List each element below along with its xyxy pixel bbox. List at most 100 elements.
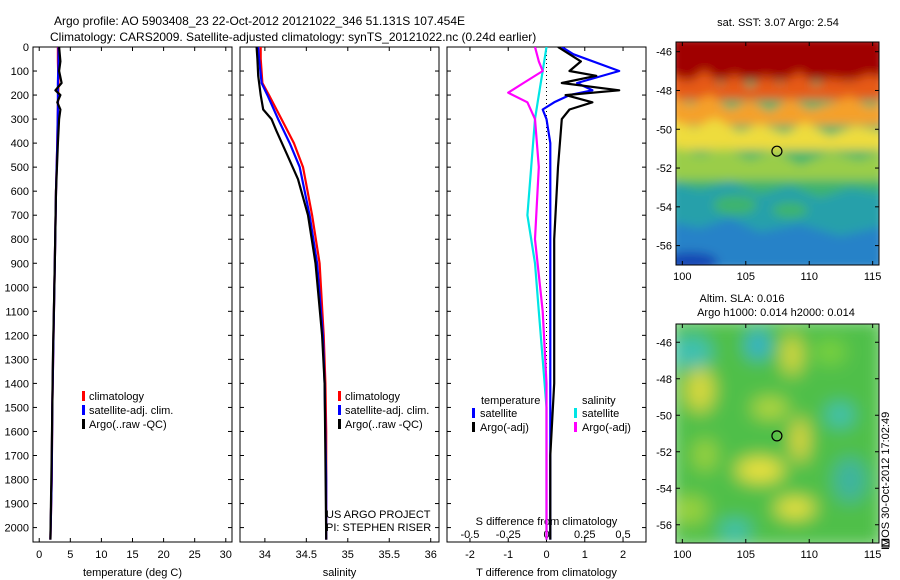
legend-swatch xyxy=(472,422,475,432)
legend-entry: Argo(..raw -QC) xyxy=(345,419,423,431)
series-line-climatology xyxy=(259,47,328,540)
depth-tick-label: 1500 xyxy=(5,402,29,414)
x-tick-label: 1 xyxy=(582,549,588,561)
map-x-tick-label: 115 xyxy=(864,549,882,561)
map-y-tick-label: -52 xyxy=(656,163,672,175)
series-line-argo-raw-qc- xyxy=(255,47,328,540)
sla-field-high-3 xyxy=(752,398,788,418)
legend-title: salinity xyxy=(582,395,616,407)
series-line-satellite-adj-clim- xyxy=(257,47,328,540)
sla-field-low-2 xyxy=(746,331,770,359)
legend-swatch xyxy=(82,405,85,415)
depth-tick-label: 1100 xyxy=(5,306,29,318)
depth-tick-label: 300 xyxy=(11,114,29,126)
header-line-2: Climatology: CARS2009. Satellite-adjuste… xyxy=(50,30,537,44)
depth-tick-label: 500 xyxy=(11,162,29,174)
side-stamp: IMOS 30-Oct-2012 17:02:49 xyxy=(880,412,892,550)
sla-field-high-2 xyxy=(686,368,714,412)
sla-field-low-3 xyxy=(826,403,854,427)
series-line-salinity-satellite xyxy=(526,47,548,540)
legend-swatch xyxy=(82,419,85,429)
legend-swatch xyxy=(574,408,577,418)
legend-swatch xyxy=(338,391,341,401)
sst-field-cold-patch xyxy=(676,252,718,265)
x-tick-label: 35 xyxy=(342,549,354,561)
sst-field-lime-band xyxy=(676,147,879,180)
sla-field-high-4 xyxy=(792,418,808,462)
header-line-1: Argo profile: AO 5903408_23 22-Oct-2012 … xyxy=(54,14,465,28)
x-axis-label: temperature (deg C) xyxy=(83,567,182,579)
x-tick-label: 25 xyxy=(189,549,201,561)
legend-entry: satellite-adj. clim. xyxy=(345,405,429,417)
difference-profile-panel: -2 -1 0 1 2T difference from climatology -0.5… xyxy=(446,46,647,579)
series-line-temperature-satellite xyxy=(541,47,621,540)
legend-swatch xyxy=(472,408,475,418)
sst-field-green-patch-2 xyxy=(772,202,808,218)
x-tick-label: 20 xyxy=(157,549,169,561)
legend-swatch xyxy=(82,391,85,401)
series-line-salinity-argo-adj- xyxy=(507,47,548,540)
credit-line-2: PI: STEPHEN RISER xyxy=(326,522,431,534)
x-tick-label: 5 xyxy=(67,549,73,561)
sla-field-low-4 xyxy=(834,458,866,502)
series-line-temperature-argo-adj- xyxy=(549,47,621,540)
x-axis-label: salinity xyxy=(323,567,357,579)
legend-entry: climatology xyxy=(89,391,145,403)
depth-tick-label: 0 xyxy=(23,42,29,54)
x2-tick-label: 0.25 xyxy=(574,529,595,541)
map-x-tick-label: 110 xyxy=(800,271,818,283)
sst-map-title: sat. SST: 3.07 Argo: 2.54 xyxy=(717,17,839,29)
x-tick-label: 0 xyxy=(36,549,42,561)
plot-frame xyxy=(32,46,233,543)
depth-tick-label: 900 xyxy=(11,258,29,270)
legend-entry: satellite xyxy=(480,408,517,420)
legend-swatch xyxy=(574,422,577,432)
map-y-tick-label: -48 xyxy=(656,374,672,386)
depth-tick-label: 1300 xyxy=(5,354,29,366)
sla-field-mid-1 xyxy=(814,340,846,364)
depth-tick-label: 1900 xyxy=(5,499,29,511)
map-x-tick-label: 100 xyxy=(673,549,691,561)
map-y-tick-label: -50 xyxy=(656,410,672,422)
x-axis-label: T difference from climatology xyxy=(476,567,617,579)
depth-tick-label: 800 xyxy=(11,234,29,246)
x-tick-label: 10 xyxy=(95,549,107,561)
legend-entry: climatology xyxy=(345,391,401,403)
depth-tick-label: 100 xyxy=(11,66,29,78)
depth-tick-label: 1800 xyxy=(5,475,29,487)
x-tick-label: 34.5 xyxy=(296,549,317,561)
x-tick-label: 2 xyxy=(620,549,626,561)
side-stamp-logo xyxy=(881,539,890,548)
map-y-tick-label: -54 xyxy=(656,483,672,495)
x-tick-label: 35.5 xyxy=(379,549,400,561)
legend-entry: Argo(..raw -QC) xyxy=(89,419,167,431)
legend-entry: Argo(-adj) xyxy=(582,422,631,434)
map-y-tick-label: -46 xyxy=(656,337,672,349)
sla-field-high-1 xyxy=(782,335,802,375)
sla-field-high-6 xyxy=(775,498,815,518)
depth-tick-label: 1600 xyxy=(5,426,29,438)
map-y-tick-label: -48 xyxy=(656,85,672,97)
temperature-profile-panel: 0100200300400500600700800900100011001200… xyxy=(5,42,233,579)
legend-swatch xyxy=(338,419,341,429)
depth-tick-label: 400 xyxy=(11,138,29,150)
map-y-tick-label: -52 xyxy=(656,447,672,459)
map-x-tick-label: 105 xyxy=(737,271,755,283)
sla-map-title-1: Altim. SLA: 0.016 xyxy=(700,293,785,305)
depth-tick-label: 600 xyxy=(11,186,29,198)
x-tick-label: 34 xyxy=(259,549,271,561)
x2-tick-label: -0.25 xyxy=(496,529,521,541)
x2-tick-label: 0.5 xyxy=(615,529,630,541)
sla-field-low-5 xyxy=(719,520,751,540)
depth-tick-label: 1400 xyxy=(5,378,29,390)
x-tick-label: -1 xyxy=(503,549,513,561)
sla-field-high-5 xyxy=(736,458,784,482)
x-tick-label: 30 xyxy=(220,549,232,561)
sst-field-amber-band xyxy=(676,94,879,125)
plot-frame xyxy=(239,46,440,543)
sla-field-mid-2 xyxy=(693,439,717,471)
depth-tick-label: 700 xyxy=(11,210,29,222)
depth-tick-label: 2000 xyxy=(5,523,29,535)
map-y-tick-label: -46 xyxy=(656,47,672,59)
